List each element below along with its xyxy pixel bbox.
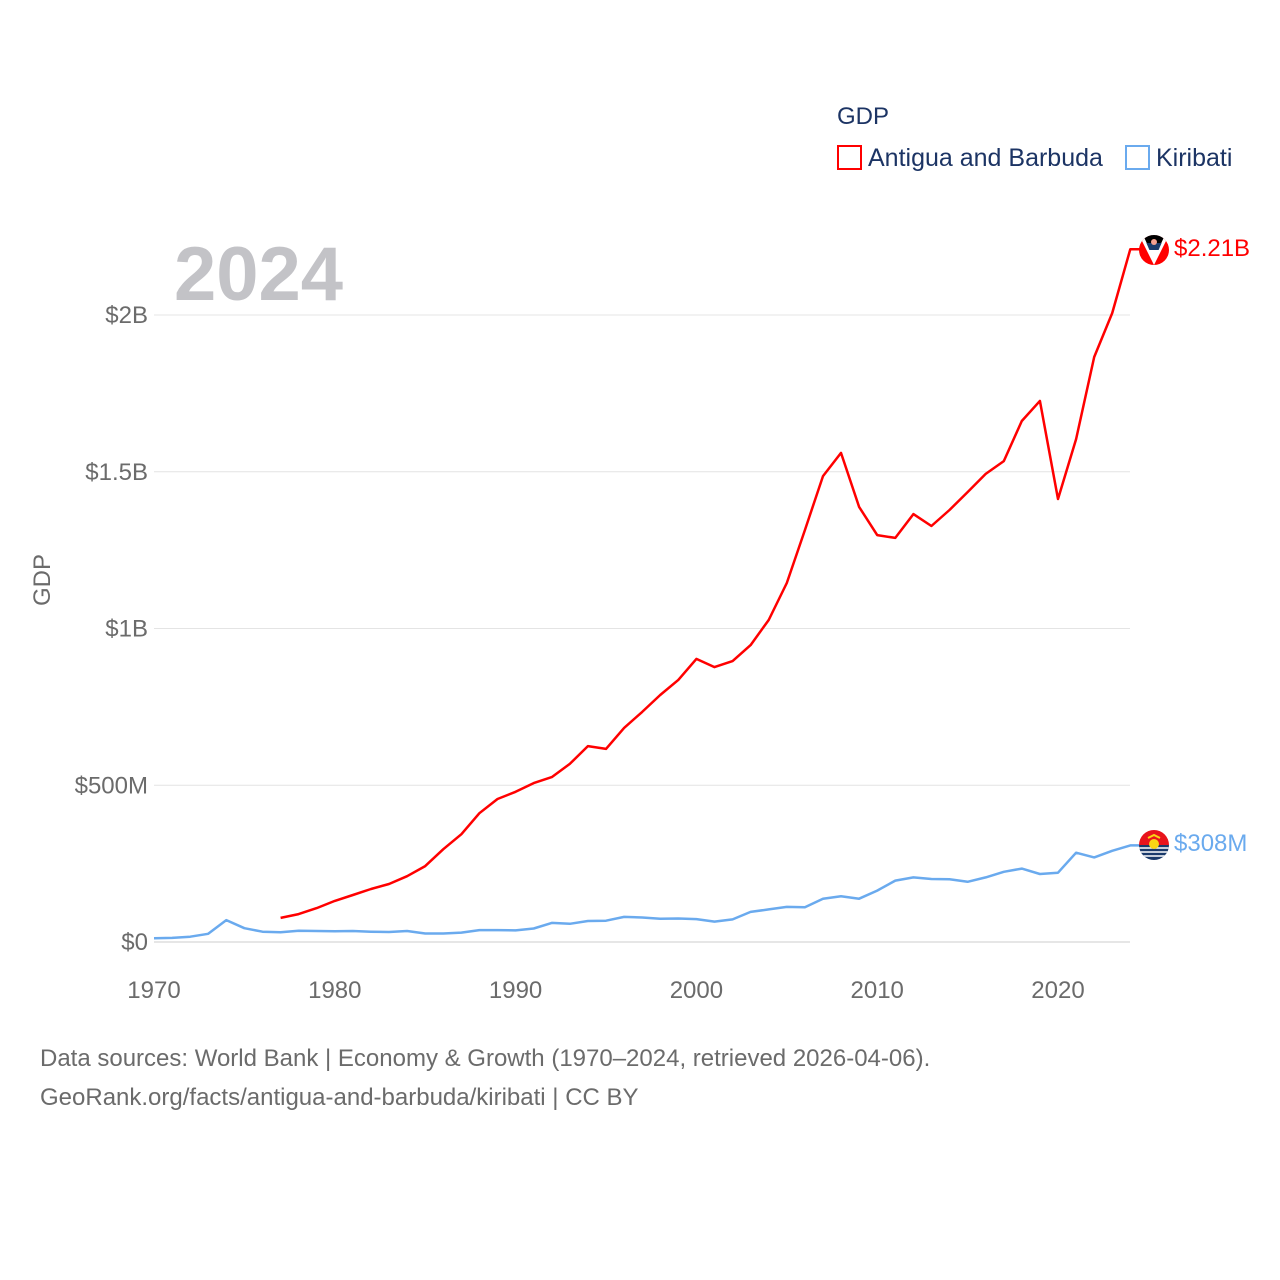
y-tick-label: $500M — [75, 772, 148, 799]
end-label-kiribati: $308M — [1174, 830, 1247, 857]
x-tick-label: 2020 — [1031, 977, 1084, 1004]
legend-label-antigua: Antigua and Barbuda — [868, 144, 1103, 172]
legend-item-antigua[interactable]: Antigua and Barbuda — [837, 144, 1103, 172]
series-line-kiribati — [153, 844, 1140, 940]
series-line-antigua-and-barbuda — [280, 247, 1140, 920]
end-label-antigua: $2.21B — [1174, 235, 1250, 262]
gdp-line-chart: $0 $500M $1B $1.5B $2B 1970 1980 1990 2000 2010 2… — [29, 103, 1250, 1004]
x-tick-label: 1990 — [489, 977, 542, 1004]
kiribati-flag-icon — [1139, 830, 1169, 860]
x-tick-label: 1970 — [127, 977, 180, 1004]
legend-title: GDP — [837, 103, 889, 130]
legend-swatch-kiribati — [1125, 145, 1150, 170]
y-tick-label: $1B — [105, 616, 148, 643]
legend-label-kiribati: Kiribati — [1156, 144, 1232, 172]
y-tick-label: $2B — [105, 302, 148, 329]
x-tick-label: 2010 — [851, 977, 904, 1004]
legend-item-kiribati[interactable]: Kiribati — [1125, 144, 1232, 172]
antigua-flag-icon — [1139, 235, 1169, 265]
footer-sources: Data sources: World Bank | Economy & Gro… — [40, 1045, 931, 1072]
y-axis-label: GDP — [29, 554, 56, 606]
year-label: 2024 — [174, 232, 343, 317]
y-tick-label: $1.5B — [85, 459, 148, 486]
x-tick-label: 2000 — [670, 977, 723, 1004]
y-tick-label: $0 — [121, 929, 148, 956]
footer-link[interactable]: GeoRank.org/facts/antigua-and-barbuda/ki… — [40, 1084, 639, 1111]
x-tick-label: 1980 — [308, 977, 361, 1004]
legend-swatch-antigua — [837, 145, 862, 170]
